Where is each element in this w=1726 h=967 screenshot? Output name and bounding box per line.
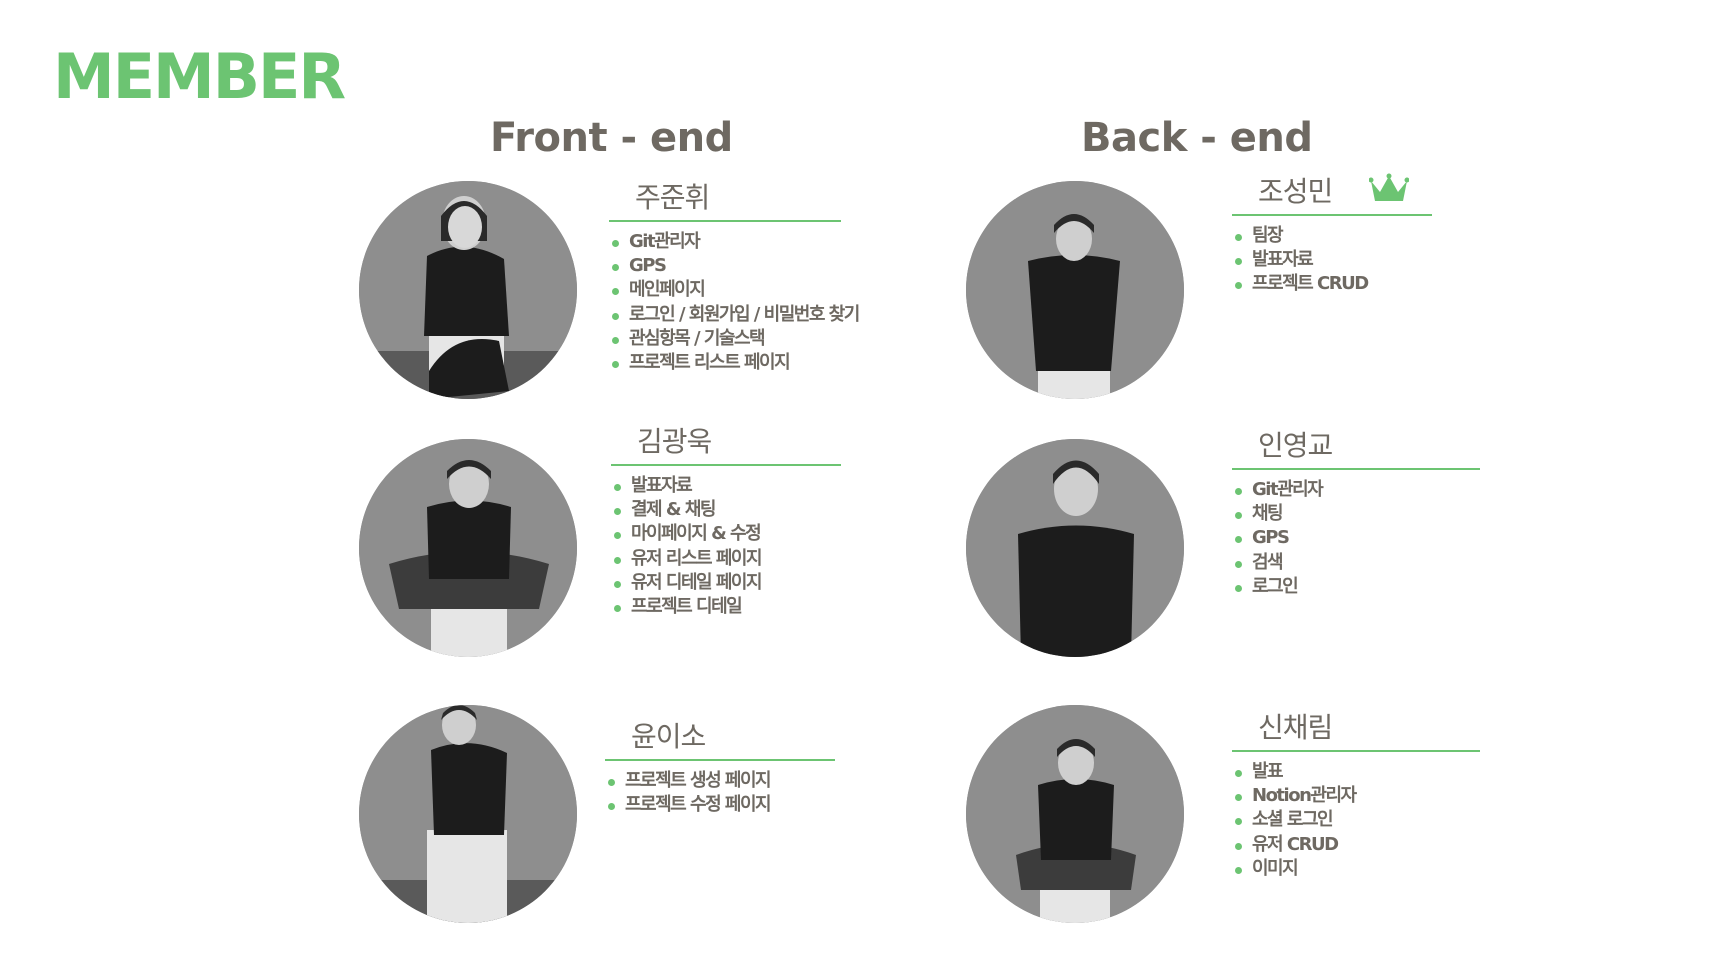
member-photo — [966, 181, 1184, 399]
role-item: GPS — [1232, 526, 1480, 550]
member-name: 인영교 — [1258, 429, 1333, 462]
member-card: 주준휘 Git관리자 GPS 메인페이지 로그인 / 회원가입 / 비밀번호 찾… — [609, 178, 860, 375]
role-list: Git관리자 채팅 GPS 검색 로그인 — [1232, 478, 1480, 599]
crown-icon — [1369, 173, 1409, 201]
member-photo — [359, 181, 577, 399]
role-item: 이미지 — [1232, 857, 1480, 881]
role-item: Git관리자 — [1232, 478, 1480, 502]
role-item: 발표자료 — [611, 474, 841, 498]
name-underline — [605, 759, 835, 761]
role-item: 로그인 / 회원가입 / 비밀번호 찾기 — [609, 303, 860, 327]
role-item: 프로젝트 CRUD — [1232, 272, 1432, 296]
role-item: 프로젝트 수정 페이지 — [605, 793, 835, 817]
role-item: 프로젝트 리스트 페이지 — [609, 351, 841, 375]
name-underline — [1232, 750, 1480, 752]
role-item: 채팅 — [1232, 502, 1480, 526]
name-underline — [609, 220, 841, 222]
front-end-heading: Front - end — [490, 115, 733, 161]
member-name: 조성민 — [1258, 175, 1333, 208]
role-item: 메인페이지 — [609, 278, 841, 302]
member-photo — [359, 705, 577, 923]
member-photo — [966, 439, 1184, 657]
role-item: 팀장 — [1232, 224, 1432, 248]
member-card: 인영교 Git관리자 채팅 GPS 검색 로그인 — [1232, 426, 1480, 599]
role-item: 발표자료 — [1232, 248, 1432, 272]
role-item: 결제 & 채팅 — [611, 498, 841, 522]
member-card: 조성민 팀장 발표자료 프로젝트 CRUD — [1232, 172, 1432, 297]
role-item: 프로젝트 생성 페이지 — [605, 769, 835, 793]
role-item: 검색 — [1232, 551, 1480, 575]
role-list: 발표 Notion관리자 소셜 로그인 유저 CRUD 이미지 — [1232, 760, 1480, 881]
role-list: 발표자료 결제 & 채팅 마이페이지 & 수정 유저 리스트 페이지 유저 디테… — [611, 474, 841, 619]
member-photo — [966, 705, 1184, 923]
member-name: 윤이소 — [631, 720, 706, 753]
role-item: 유저 CRUD — [1232, 833, 1480, 857]
member-name: 신채림 — [1258, 711, 1333, 744]
role-item: 프로젝트 디테일 — [611, 595, 841, 619]
role-item: 소셜 로그인 — [1232, 808, 1480, 832]
role-item: 발표 — [1232, 760, 1480, 784]
name-underline — [1232, 468, 1480, 470]
name-underline — [1232, 214, 1432, 216]
role-item: 관심항목 / 기술스택 — [609, 327, 841, 351]
role-item: Git관리자 — [609, 230, 841, 254]
page-title: MEMBER — [53, 40, 346, 113]
member-name: 김광욱 — [637, 425, 712, 458]
role-list: 팀장 발표자료 프로젝트 CRUD — [1232, 224, 1432, 297]
role-item: 유저 리스트 페이지 — [611, 547, 841, 571]
member-card: 김광욱 발표자료 결제 & 채팅 마이페이지 & 수정 유저 리스트 페이지 유… — [611, 422, 841, 619]
member-photo — [359, 439, 577, 657]
name-underline — [611, 464, 841, 466]
role-item: 로그인 — [1232, 575, 1480, 599]
back-end-heading: Back - end — [1081, 115, 1313, 161]
member-name: 주준휘 — [635, 181, 710, 214]
member-card: 윤이소 프로젝트 생성 페이지 프로젝트 수정 페이지 — [605, 717, 835, 817]
role-item: 유저 디테일 페이지 — [611, 571, 841, 595]
member-card: 신채림 발표 Notion관리자 소셜 로그인 유저 CRUD 이미지 — [1232, 708, 1480, 881]
role-list: 프로젝트 생성 페이지 프로젝트 수정 페이지 — [605, 769, 835, 817]
role-item: Notion관리자 — [1232, 784, 1480, 808]
role-list: Git관리자 GPS 메인페이지 로그인 / 회원가입 / 비밀번호 찾기 관심… — [609, 230, 860, 375]
role-item: GPS — [609, 254, 841, 278]
role-item: 마이페이지 & 수정 — [611, 522, 841, 546]
